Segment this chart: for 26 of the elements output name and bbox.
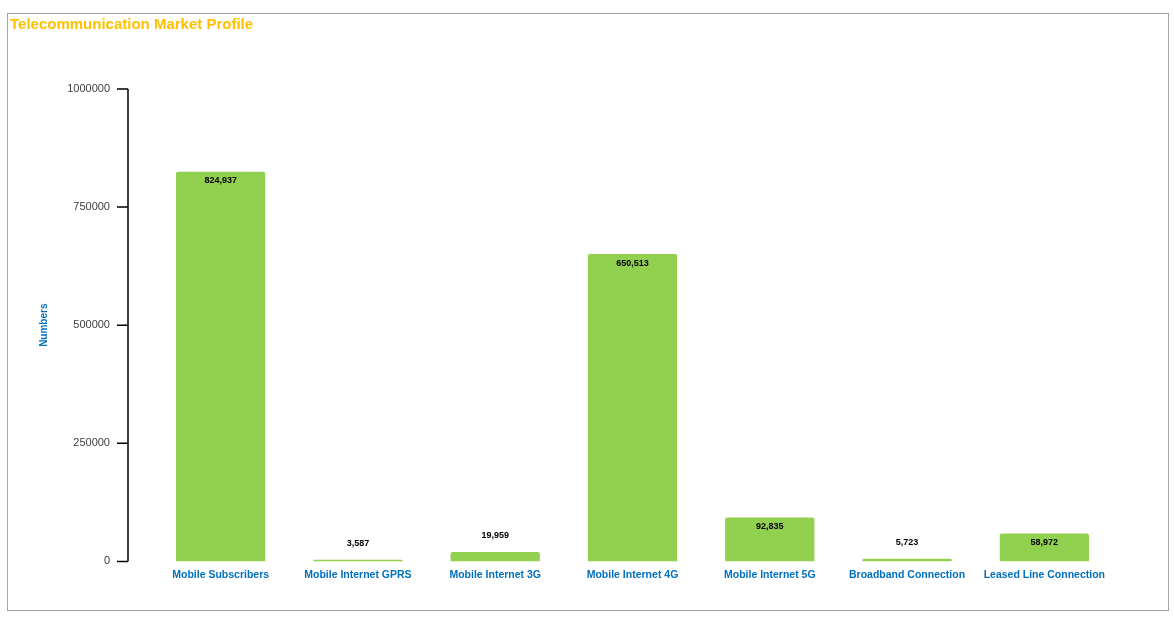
data-label: 3,587 [346, 538, 370, 549]
y-tick-label: 250000 [73, 436, 110, 449]
bar [725, 517, 815, 562]
x-tick-label: Mobile Internet 5G [723, 567, 816, 580]
x-tick-label: Mobile Subscribers [172, 567, 270, 580]
data-label: 92,835 [756, 521, 784, 532]
x-tick-label: Mobile Internet 3G [449, 567, 542, 580]
chart-title: Telecommunication Market Profile [10, 15, 254, 33]
bar [999, 533, 1089, 562]
x-tick-label: Mobile Internet GPRS [304, 567, 412, 580]
data-label: 5,723 [895, 537, 919, 548]
bar [450, 551, 540, 562]
y-tick-label: 500000 [73, 318, 110, 331]
bar [587, 254, 678, 562]
y-tick-label: 750000 [73, 200, 110, 213]
data-label: 824,937 [204, 175, 237, 186]
x-tick-label: Broadband Connection [849, 567, 966, 580]
x-tick-label: Leased Line Connection [983, 567, 1106, 580]
y-tick-label: 0 [103, 554, 110, 567]
y-tick-label: 1000000 [67, 82, 110, 95]
data-label: 19,959 [481, 530, 509, 541]
bar [176, 171, 266, 562]
x-tick-label: Mobile Internet 4G [586, 567, 679, 580]
data-label: 650,513 [616, 257, 649, 268]
y-axis-title: Numbers [37, 303, 49, 347]
data-label: 58,972 [1030, 537, 1059, 548]
